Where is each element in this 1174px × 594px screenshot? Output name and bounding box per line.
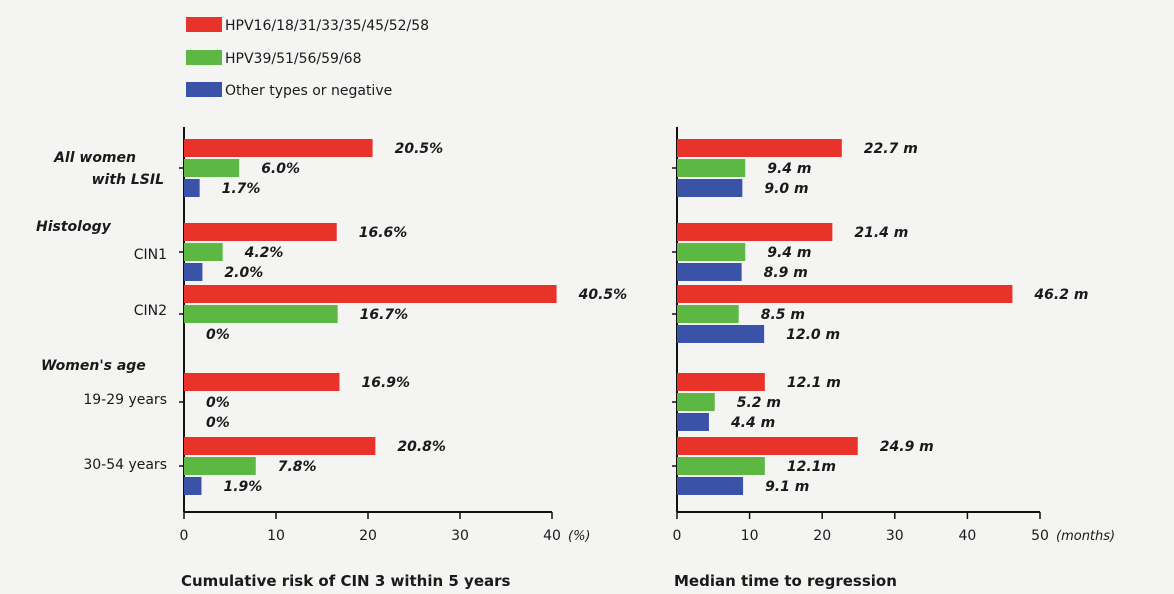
legend-label-1: HPV16/18/31/33/35/45/52/58 [225,18,429,34]
category-labels: All women with LSIL Histology Women's age CI… [36,150,167,473]
x-tick-label-0: 0 [673,528,682,544]
bar-s2-r0 [677,159,746,177]
bar-s3-r0 [677,179,743,197]
bar-s1-r1 [677,223,833,241]
bar-s1-r4 [677,437,858,455]
legend-swatch-1 [186,17,222,32]
bar-s3-r4 [184,477,202,495]
bar-s2-r2 [677,305,739,323]
value-label-s2-r4: 12.1m [787,459,836,475]
row-label-3: 19-29 years [83,392,167,408]
value-label-s2-r4: 7.8% [278,459,317,475]
legend: HPV16/18/31/33/35/45/52/58 HPV39/51/56/59… [186,17,429,99]
legend-label-3: Other types or negative [225,83,392,99]
group-label-histology: Histology [36,219,112,235]
bar-s2-r4 [677,457,765,475]
value-label-s3-r3: 0% [206,415,230,431]
x-tick-label-2: 20 [359,528,377,544]
value-label-s3-r3: 4.4 m [730,415,775,431]
value-label-s2-r0: 9.4 m [767,161,811,177]
value-label-s1-r0: 20.5% [395,141,444,157]
x-tick-label-4: 40 [958,528,976,544]
bar-s1-r0 [184,139,373,157]
value-label-s2-r3: 0% [206,395,230,411]
bar-s3-r3 [677,413,709,431]
row-label-2: CIN2 [134,303,167,319]
x-axis-title: Cumulative risk of CIN 3 within 5 years [181,572,511,590]
x-tick-label-2: 20 [813,528,831,544]
legend-swatch-3 [186,82,222,97]
group-label-womens-age: Women's age [41,358,146,374]
value-label-s3-r4: 1.9% [223,479,262,495]
x-tick-label-1: 10 [741,528,759,544]
value-label-s1-r2: 40.5% [578,287,628,303]
bar-s1-r3 [677,373,765,391]
x-tick-label-1: 10 [267,528,285,544]
bar-s1-r0 [677,139,842,157]
x-tick-label-3: 30 [886,528,904,544]
value-label-s1-r4: 20.8% [397,439,446,455]
bar-s2-r1 [677,243,746,261]
bar-s3-r1 [184,263,203,281]
bar-s3-r4 [677,477,744,495]
bar-s2-r0 [184,159,240,177]
x-tick-label-0: 0 [180,528,189,544]
bar-s2-r4 [184,457,256,475]
value-label-s2-r1: 4.2% [244,245,284,261]
value-label-s3-r0: 9.0 m [764,181,808,197]
legend-label-2: HPV39/51/56/59/68 [225,51,362,67]
bar-s2-r3 [677,393,715,411]
value-label-s3-r2: 12.0 m [786,327,840,343]
value-label-s3-r1: 2.0% [224,265,263,281]
bar-s1-r3 [184,373,340,391]
value-label-s1-r3: 12.1 m [787,375,841,391]
group-label-all-women-1: All women [53,150,136,166]
value-label-s3-r4: 9.1 m [765,479,809,495]
value-label-s2-r1: 9.4 m [767,245,811,261]
panel-median-regression: 0 10 20 30 40 50 (months) Median time to regres… [672,127,1115,590]
legend-swatch-2 [186,50,222,65]
value-label-s2-r3: 5.2 m [737,395,781,411]
value-label-s1-r1: 16.6% [359,225,408,241]
value-label-s3-r1: 8.9 m [764,265,808,281]
value-label-s1-r4: 24.9 m [880,439,934,455]
value-label-s1-r3: 16.9% [361,375,410,391]
bar-s3-r1 [677,263,742,281]
value-label-s3-r0: 1.7% [222,181,261,197]
x-tick-label-4: 40 [543,528,561,544]
bar-s3-r0 [184,179,200,197]
value-label-s1-r1: 21.4 m [854,225,908,241]
bar-s3-r2 [677,325,765,343]
bar-s2-r1 [184,243,223,261]
x-tick-label-5: 50 [1031,528,1049,544]
row-label-1: CIN1 [134,247,167,263]
value-label-s1-r2: 46.2 m [1033,287,1088,303]
value-label-s3-r2: 0% [206,327,230,343]
group-label-all-women-2: with LSIL [92,172,164,188]
value-label-s2-r2: 8.5 m [761,307,805,323]
bar-s2-r2 [184,305,338,323]
x-unit-label: (%) [568,529,591,544]
x-axis-title: Median time to regression [674,572,897,590]
row-label-4: 30-54 years [83,457,167,473]
value-label-s2-r0: 6.0% [261,161,300,177]
panel-cin3-risk: 0 10 20 30 40 (%) Cumulative risk of CIN 3 wit… [179,127,627,590]
x-unit-label: (months) [1056,529,1115,544]
bar-s1-r1 [184,223,337,241]
value-label-s2-r2: 16.7% [360,307,409,323]
bar-s1-r4 [184,437,376,455]
bar-s1-r2 [677,285,1013,303]
x-tick-label-3: 30 [451,528,469,544]
bar-s1-r2 [184,285,557,303]
value-label-s1-r0: 22.7 m [864,141,918,157]
